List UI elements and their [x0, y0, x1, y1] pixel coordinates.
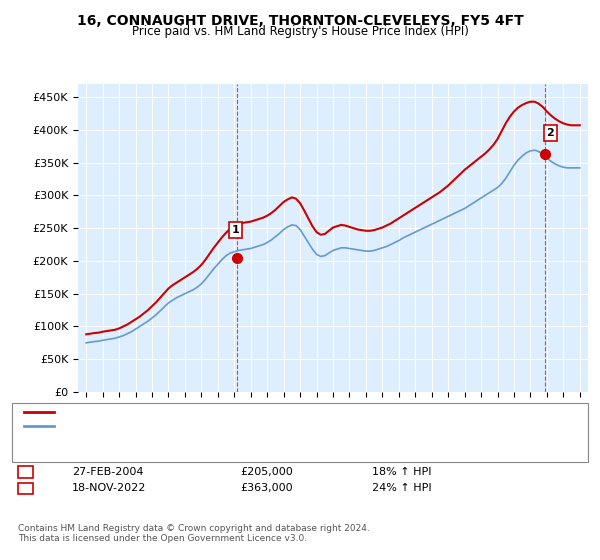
Text: 2: 2	[22, 483, 29, 493]
Text: 2: 2	[547, 128, 554, 138]
Text: Price paid vs. HM Land Registry's House Price Index (HPI): Price paid vs. HM Land Registry's House …	[131, 25, 469, 38]
Text: £205,000: £205,000	[240, 467, 293, 477]
Text: 16, CONNAUGHT DRIVE, THORNTON-CLEVELEYS, FY5 4FT (detached house): 16, CONNAUGHT DRIVE, THORNTON-CLEVELEYS,…	[60, 407, 453, 417]
Text: 27-FEB-2004: 27-FEB-2004	[72, 467, 143, 477]
Text: £363,000: £363,000	[240, 483, 293, 493]
Text: 18-NOV-2022: 18-NOV-2022	[72, 483, 146, 493]
Text: 16, CONNAUGHT DRIVE, THORNTON-CLEVELEYS, FY5 4FT: 16, CONNAUGHT DRIVE, THORNTON-CLEVELEYS,…	[77, 14, 523, 28]
Text: HPI: Average price, detached house, Wyre: HPI: Average price, detached house, Wyre	[60, 421, 280, 431]
Text: 1: 1	[22, 467, 29, 477]
Text: 1: 1	[232, 225, 239, 235]
Text: Contains HM Land Registry data © Crown copyright and database right 2024.
This d: Contains HM Land Registry data © Crown c…	[18, 524, 370, 543]
Text: 18% ↑ HPI: 18% ↑ HPI	[372, 467, 431, 477]
Text: 24% ↑ HPI: 24% ↑ HPI	[372, 483, 431, 493]
